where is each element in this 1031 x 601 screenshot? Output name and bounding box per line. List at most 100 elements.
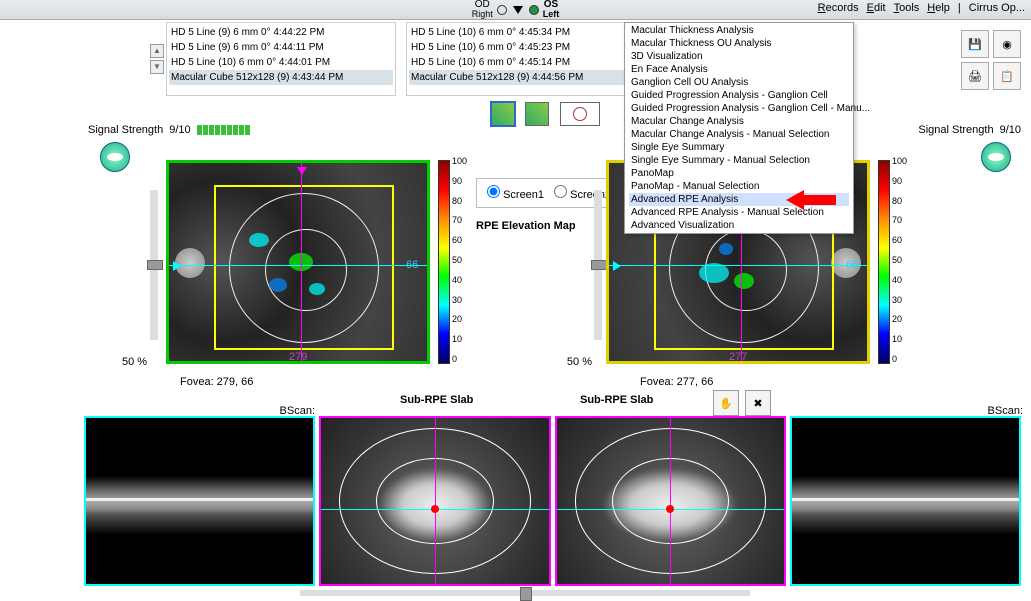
os-dot[interactable] xyxy=(529,5,539,15)
main-content: ▲ ▼ HD 5 Line (9) 6 mm 0° 4:44:22 PMHD 5… xyxy=(0,20,1031,580)
bscan-slider[interactable] xyxy=(300,590,750,596)
x-value-od: 66 xyxy=(406,259,418,271)
thumb-circle[interactable] xyxy=(560,102,600,126)
elevation-blobs-od xyxy=(239,223,359,323)
analysis-option[interactable]: Guided Progression Analysis - Ganglion C… xyxy=(629,89,849,102)
os-label[interactable]: OS Left xyxy=(543,0,560,20)
thumb-illumination[interactable] xyxy=(525,102,549,126)
analysis-option[interactable]: Macular Thickness OU Analysis xyxy=(629,37,849,50)
brightness-slider-os[interactable] xyxy=(594,190,602,340)
menu-tools[interactable]: Tools xyxy=(894,2,920,14)
scan-list-os[interactable]: HD 5 Line (10) 6 mm 0° 4:45:34 PMHD 5 Li… xyxy=(406,22,631,96)
od-dot[interactable] xyxy=(497,5,507,15)
thumb-elevation[interactable] xyxy=(491,102,515,126)
crosshair-v-od[interactable] xyxy=(301,163,302,361)
export-icon[interactable]: 📋 xyxy=(993,62,1021,90)
map-title: RPE Elevation Map xyxy=(476,220,576,232)
scan-item[interactable]: HD 5 Line (9) 6 mm 0° 4:44:11 PM xyxy=(169,40,393,55)
scan-item[interactable]: HD 5 Line (10) 6 mm 0° 4:45:34 PM xyxy=(409,25,628,40)
y-value-os: 277 xyxy=(729,351,747,363)
analysis-option[interactable]: PanoMap xyxy=(629,167,849,180)
scan-row: ▲ ▼ HD 5 Line (9) 6 mm 0° 4:44:22 PMHD 5… xyxy=(150,22,1031,96)
elevation-blobs-os xyxy=(679,223,799,323)
colorbar-tick: 30 xyxy=(892,295,907,305)
scan-down-arrow-icon[interactable]: ▼ xyxy=(150,60,164,74)
crosshair-h-os[interactable] xyxy=(609,265,867,266)
colorbar-os: 1009080706050403020100 xyxy=(878,160,894,364)
analysis-option[interactable]: 3D Visualization xyxy=(629,50,849,63)
colorbar-tick: 10 xyxy=(892,334,907,344)
menu-divider: | xyxy=(958,2,961,14)
analysis-option[interactable]: Ganglion Cell OU Analysis xyxy=(629,76,849,89)
marker-left-od xyxy=(173,261,181,271)
toolbar-icons: 💾 ◉ 🖨 📋 xyxy=(961,30,1021,90)
sub-rpe-slab-od[interactable] xyxy=(319,416,550,586)
analysis-option[interactable]: Macular Thickness Analysis xyxy=(629,24,849,37)
bottom-panels xyxy=(84,416,1021,586)
colorbar-tick: 0 xyxy=(892,354,907,364)
marker-top-od xyxy=(297,167,307,175)
bscan-od[interactable] xyxy=(84,416,315,586)
pct-od: 50 % xyxy=(122,356,147,368)
app-name: Cirrus Op... xyxy=(969,2,1025,14)
eye-icon-os[interactable] xyxy=(981,142,1011,172)
disc-icon[interactable]: ◉ xyxy=(993,30,1021,58)
scan-scroll-arrows: ▲ ▼ xyxy=(150,22,166,96)
crosshair-h-od[interactable] xyxy=(169,265,427,266)
colorbar-gradient-od xyxy=(438,160,450,364)
scan-item[interactable]: HD 5 Line (10) 6 mm 0° 4:44:01 PM xyxy=(169,55,393,70)
analysis-option[interactable]: Single Eye Summary - Manual Selection xyxy=(629,154,849,167)
scan-item[interactable]: HD 5 Line (10) 6 mm 0° 4:45:23 PM xyxy=(409,40,628,55)
colorbar-tick: 20 xyxy=(452,314,467,324)
scan-item[interactable]: HD 5 Line (10) 6 mm 0° 4:45:14 PM xyxy=(409,55,628,70)
scan-item[interactable]: Macular Cube 512x128 (9) 4:44:56 PM xyxy=(409,70,628,85)
colorbar-labels-os: 1009080706050403020100 xyxy=(892,156,907,364)
fundus-od[interactable]: 66 279 xyxy=(166,160,430,364)
colorbar-tick: 70 xyxy=(892,215,907,225)
brightness-slider-od[interactable] xyxy=(150,190,158,340)
colorbar-tick: 90 xyxy=(452,176,467,186)
x-value-os: 66 xyxy=(846,259,858,271)
fovea-od: Fovea: 279, 66 xyxy=(180,376,253,388)
screen1-label: Screen1 xyxy=(503,189,544,201)
marker-left-os xyxy=(613,261,621,271)
colorbar-od: 1009080706050403020100 xyxy=(438,160,454,364)
colorbar-tick: 70 xyxy=(452,215,467,225)
menu-edit[interactable]: Edit xyxy=(867,2,886,14)
analysis-option[interactable]: Guided Progression Analysis - Ganglion C… xyxy=(629,102,849,115)
analysis-option[interactable]: Advanced Visualization xyxy=(629,219,849,232)
annotation-arrow-icon xyxy=(786,188,836,212)
screen2-radio[interactable]: Screen2 xyxy=(554,185,611,201)
print-icon[interactable]: 🖨 xyxy=(961,62,989,90)
menu-help[interactable]: Help xyxy=(927,2,950,14)
analysis-option[interactable]: Single Eye Summary xyxy=(629,141,849,154)
delete-icon[interactable]: ✖ xyxy=(745,390,771,416)
analysis-option[interactable]: Macular Change Analysis xyxy=(629,115,849,128)
top-toolbar: OD Right OS Left Records Edit Tools Help… xyxy=(0,0,1031,20)
menu-records[interactable]: Records xyxy=(818,2,859,14)
scan-item[interactable]: HD 5 Line (9) 6 mm 0° 4:44:22 PM xyxy=(169,25,393,40)
menu-bar: Records Edit Tools Help | Cirrus Op... xyxy=(818,2,1025,14)
save-icon[interactable]: 💾 xyxy=(961,30,989,58)
od-label[interactable]: OD Right xyxy=(472,0,493,20)
eye-icon-od[interactable] xyxy=(100,142,130,172)
colorbar-gradient-os xyxy=(878,160,890,364)
bscan-os[interactable] xyxy=(790,416,1021,586)
scan-up-arrow-icon[interactable]: ▲ xyxy=(150,44,164,58)
colorbar-tick: 40 xyxy=(452,275,467,285)
scan-list-od[interactable]: HD 5 Line (9) 6 mm 0° 4:44:22 PMHD 5 Lin… xyxy=(166,22,396,96)
scan-item[interactable]: Macular Cube 512x128 (9) 4:43:44 PM xyxy=(169,70,393,85)
screen1-radio[interactable]: Screen1 xyxy=(487,185,544,201)
colorbar-tick: 60 xyxy=(892,235,907,245)
sub-rpe-slab-os[interactable] xyxy=(555,416,786,586)
analysis-option[interactable]: En Face Analysis xyxy=(629,63,849,76)
analysis-option[interactable]: Macular Change Analysis - Manual Selecti… xyxy=(629,128,849,141)
pct-os: 50 % xyxy=(564,356,592,368)
signal-value-os: 9/10 xyxy=(1000,124,1021,136)
colorbar-tick: 50 xyxy=(892,255,907,265)
subslab-label-r: Sub-RPE Slab xyxy=(580,394,653,406)
colorbar-tick: 20 xyxy=(892,314,907,324)
signal-label-od: Signal Strength xyxy=(88,124,163,136)
slab-tools: ✋ ✖ xyxy=(713,390,771,416)
hand-icon[interactable]: ✋ xyxy=(713,390,739,416)
